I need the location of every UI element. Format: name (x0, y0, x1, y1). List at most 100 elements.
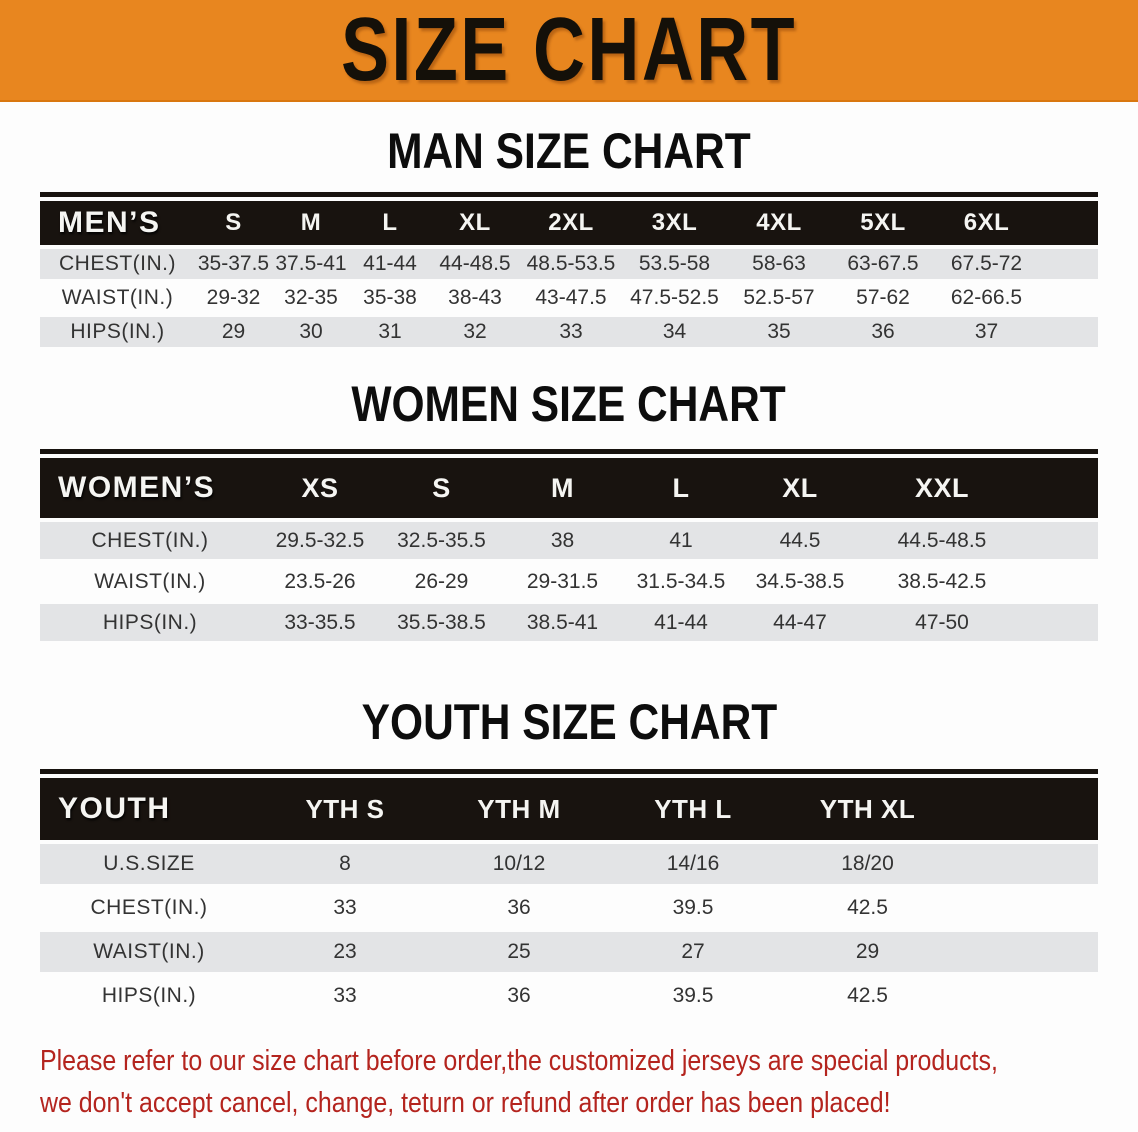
disclaimer-line-2: we don't accept cancel, change, teturn o… (40, 1087, 891, 1120)
size-value-cell: 47.5-52.5 (622, 283, 727, 313)
size-value-cell: 34.5-38.5 (740, 563, 860, 600)
size-value-cell: 52.5-57 (727, 283, 831, 313)
row-filler (1024, 604, 1098, 641)
row-filler (1038, 249, 1098, 279)
size-value-cell: 36 (831, 317, 935, 347)
women-section-title: WOMEN SIZE CHART (351, 376, 787, 432)
size-value-cell: 38-43 (430, 283, 520, 313)
row-filler (955, 976, 1098, 1016)
size-value-cell: 18/20 (780, 844, 955, 884)
table-row: CHEST(IN.) 29.5-32.5 32.5-35.5 38 41 44.5 44.5… (40, 522, 1098, 559)
size-column-header: 6XL (935, 201, 1038, 245)
size-value-cell: 29-32 (195, 283, 272, 313)
size-value-cell: 32 (430, 317, 520, 347)
banner-title: SIZE CHART (341, 0, 797, 100)
size-value-cell: 32.5-35.5 (380, 522, 503, 559)
table-row: WAIST(IN.) 23.5-26 26-29 29-31.5 31.5-34.5 34… (40, 563, 1098, 600)
size-value-cell: 25 (432, 932, 606, 972)
row-label: WAIST(IN.) (40, 932, 258, 972)
size-value-cell: 38.5-42.5 (860, 563, 1024, 600)
men-size-table: MEN’S S M L XL 2XL 3XL 4XL 5XL 6XL CHEST(IN.) 35-37… (40, 197, 1098, 351)
size-column-header: L (622, 458, 740, 518)
size-value-cell: 29.5-32.5 (260, 522, 380, 559)
size-value-cell: 23 (258, 932, 432, 972)
size-value-cell: 47-50 (860, 604, 1024, 641)
size-value-cell: 44.5 (740, 522, 860, 559)
size-value-cell: 38 (503, 522, 622, 559)
size-value-cell: 42.5 (780, 888, 955, 928)
table-row: CHEST(IN.) 33 36 39.5 42.5 (40, 888, 1098, 928)
size-value-cell: 8 (258, 844, 432, 884)
size-value-cell: 34 (622, 317, 727, 347)
disclaimer-line-1: Please refer to our size chart before or… (40, 1045, 998, 1077)
size-value-cell: 44-47 (740, 604, 860, 641)
row-label: HIPS(IN.) (40, 604, 260, 641)
size-value-cell: 33 (520, 317, 622, 347)
size-column-header: XS (260, 458, 380, 518)
size-value-cell: 26-29 (380, 563, 503, 600)
size-value-cell: 32-35 (272, 283, 350, 313)
row-filler (1024, 563, 1098, 600)
row-filler (955, 888, 1098, 928)
youth-section-title: YOUTH SIZE CHART (361, 694, 777, 750)
header-filler (1024, 458, 1098, 518)
women-table-block: WOMEN’S XS S M L XL XXL CHEST(IN.) 29.5-32.5 32.5… (40, 449, 1098, 645)
row-label: U.S.SIZE (40, 844, 258, 884)
size-column-header: XL (430, 201, 520, 245)
size-value-cell: 53.5-58 (622, 249, 727, 279)
size-value-cell: 43-47.5 (520, 283, 622, 313)
size-column-header: S (195, 201, 272, 245)
size-column-header: YTH XL (780, 778, 955, 840)
size-value-cell: 41 (622, 522, 740, 559)
disclaimer-note: Please refer to our size chart before or… (40, 1040, 1138, 1124)
row-label: HIPS(IN.) (40, 317, 195, 347)
table-header-label: MEN’S (40, 201, 195, 245)
row-filler (1024, 522, 1098, 559)
size-value-cell: 14/16 (606, 844, 780, 884)
size-value-cell: 30 (272, 317, 350, 347)
banner: SIZE CHART (0, 0, 1138, 102)
size-value-cell: 44.5-48.5 (860, 522, 1024, 559)
size-column-header: 3XL (622, 201, 727, 245)
row-filler (1038, 317, 1098, 347)
row-filler (955, 932, 1098, 972)
size-column-header: L (350, 201, 430, 245)
youth-table-top-rule (40, 769, 1098, 774)
youth-size-table: YOUTH YTH S YTH M YTH L YTH XL U.S.SIZE 8 10/12… (40, 774, 1098, 1020)
size-column-header: 2XL (520, 201, 622, 245)
header-filler (955, 778, 1098, 840)
men-table-block: MEN’S S M L XL 2XL 3XL 4XL 5XL 6XL CHEST(IN.) 35-37… (40, 192, 1098, 351)
table-header-label: YOUTH (40, 778, 258, 840)
row-label: WAIST(IN.) (40, 283, 195, 313)
size-value-cell: 38.5-41 (503, 604, 622, 641)
table-row: HIPS(IN.) 33-35.5 35.5-38.5 38.5-41 41-44 44-… (40, 604, 1098, 641)
size-value-cell: 31.5-34.5 (622, 563, 740, 600)
size-value-cell: 35-38 (350, 283, 430, 313)
size-value-cell: 42.5 (780, 976, 955, 1016)
row-label: CHEST(IN.) (40, 249, 195, 279)
table-row: CHEST(IN.) 35-37.5 37.5-41 41-44 44-48.5 48.5… (40, 249, 1098, 279)
size-value-cell: 10/12 (432, 844, 606, 884)
size-value-cell: 33-35.5 (260, 604, 380, 641)
row-label: CHEST(IN.) (40, 888, 258, 928)
size-value-cell: 31 (350, 317, 430, 347)
table-row: HIPS(IN.) 33 36 39.5 42.5 (40, 976, 1098, 1016)
size-value-cell: 36 (432, 888, 606, 928)
size-value-cell: 41-44 (622, 604, 740, 641)
header-row: MEN’S S M L XL 2XL 3XL 4XL 5XL 6XL (40, 201, 1098, 245)
size-value-cell: 23.5-26 (260, 563, 380, 600)
size-column-header: YTH S (258, 778, 432, 840)
table-row: WAIST(IN.) 29-32 32-35 35-38 38-43 43-47.5 47.… (40, 283, 1098, 313)
size-column-header: M (503, 458, 622, 518)
header-filler (1038, 201, 1098, 245)
header-row: WOMEN’S XS S M L XL XXL (40, 458, 1098, 518)
size-column-header: S (380, 458, 503, 518)
size-column-header: 5XL (831, 201, 935, 245)
size-value-cell: 37.5-41 (272, 249, 350, 279)
size-column-header: 4XL (727, 201, 831, 245)
size-value-cell: 35 (727, 317, 831, 347)
size-value-cell: 67.5-72 (935, 249, 1038, 279)
size-value-cell: 27 (606, 932, 780, 972)
size-column-header: YTH M (432, 778, 606, 840)
